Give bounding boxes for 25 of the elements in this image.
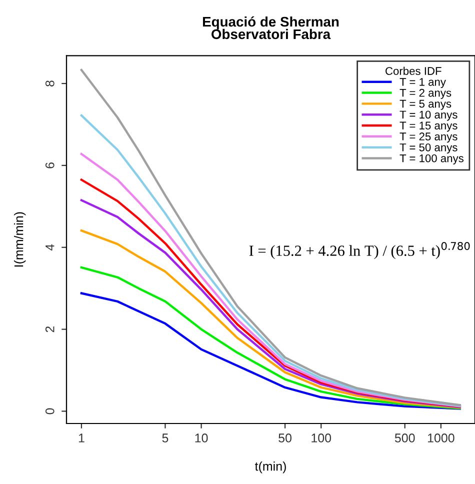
legend-label: T = 50 anys (400, 143, 458, 154)
legend-label: T = 15 anys (400, 122, 458, 132)
legend-label: T = 100 anys (400, 154, 464, 164)
legend-label: T = 1 any (400, 78, 446, 88)
y-tick-label: 2 (45, 326, 54, 332)
x-tick-label: 1000 (428, 434, 454, 442)
x-axis-title: t(min) (254, 462, 286, 474)
x-tick-label: 5 (162, 434, 168, 442)
y-tick-label: 8 (45, 80, 54, 86)
legend-label: T = 5 anys (400, 100, 452, 110)
y-axis-title: I(mm/min) (14, 212, 26, 267)
y-tick-label: 6 (45, 162, 54, 168)
annotation: I = (15.2 + 4.26 ln T) / (6.5 + t)$^{0.780}$ (249, 242, 470, 260)
x-tick-label: 10 (195, 434, 208, 442)
x-tick-label: 500 (394, 434, 415, 442)
y-tick-label: 4 (46, 244, 54, 251)
legend-label: T = 2 anys (400, 88, 452, 99)
legend-label: T = 25 anys (400, 132, 458, 143)
legend-title: Corbes IDF (386, 66, 442, 75)
x-tick-label: 100 (312, 434, 332, 442)
chart-title: Equació de Sherman Observatori Fabra (202, 16, 339, 40)
legend-label: T = 10 anys (400, 110, 458, 121)
x-tick-label: 50 (278, 434, 292, 442)
x-tick-label: 1 (78, 434, 84, 442)
y-tick-label: 0 (45, 408, 54, 414)
